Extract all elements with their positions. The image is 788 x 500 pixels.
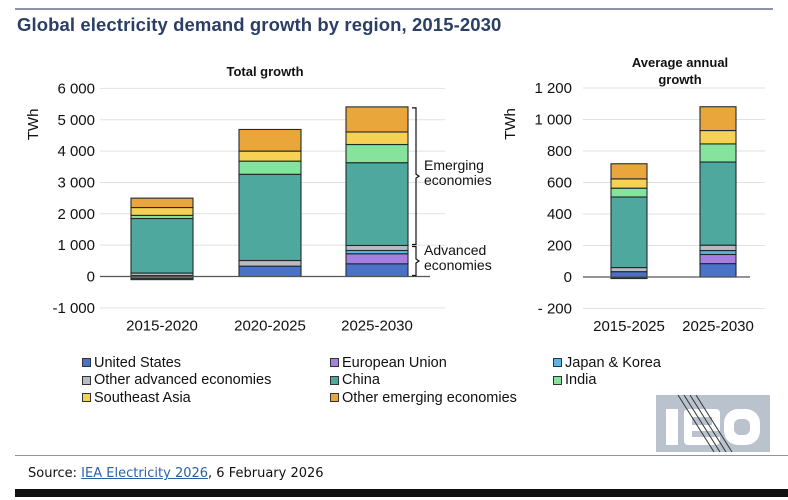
legend-item: China [330, 372, 380, 389]
panel-title: Average annual [632, 55, 728, 70]
bar-segment-southeast-asia [130, 206, 194, 216]
y-tick-label: 3 000 [57, 174, 95, 191]
legend-label: Japan & Korea [565, 354, 661, 371]
y-tick-label: 1 000 [534, 112, 572, 129]
bar-segment-china [130, 217, 194, 274]
y-tick-label: 2 000 [57, 206, 95, 223]
source-suffix: , 6 February 2026 [208, 466, 324, 481]
legend-item: Other advanced economies [82, 372, 271, 389]
y-tick-label: -1 000 [52, 300, 95, 317]
iea-logo [656, 395, 770, 452]
y-tick-label: - 200 [538, 301, 572, 318]
y-tick-label: 6 000 [57, 80, 95, 97]
y-tick-label: 400 [547, 206, 572, 223]
source-note: Source: IEA Electricity 2026, 6 February… [28, 466, 324, 481]
legend-label: China [342, 372, 380, 388]
bar-segment-united-states [699, 263, 737, 278]
legend-swatch [553, 375, 562, 385]
legend-item: European Union [330, 354, 447, 371]
legend-label: India [565, 372, 597, 388]
x-tick-label: 2025-2030 [682, 318, 754, 335]
bar-segment-other-emerging-economies [130, 197, 194, 209]
bar-segment-southeast-asia [345, 131, 409, 146]
y-tick-label: 4 000 [57, 143, 95, 160]
bar-segment-china [699, 161, 737, 246]
legend-label: European Union [342, 354, 447, 371]
bar-segment-united-states [238, 265, 302, 278]
bar-segment-other-emerging-economies [238, 128, 302, 152]
annotation-label: economies [424, 172, 492, 188]
source-rule [15, 455, 788, 456]
x-tick-label: 2020-2025 [234, 318, 306, 335]
legend-label: Other advanced economies [94, 372, 272, 388]
bar-segment-china [238, 173, 302, 262]
bar-segment-india [699, 143, 737, 163]
annotation-label: economies [424, 257, 492, 273]
y-tick-label: 5 000 [57, 112, 95, 129]
top-rule [15, 8, 773, 10]
y-axis-label: TWh [502, 108, 519, 140]
legend-item: India [553, 372, 596, 389]
bar-segment-other-emerging-economies [610, 163, 648, 180]
bar-segment-japan-korea [610, 277, 648, 280]
y-tick-label: 0 [87, 269, 95, 286]
bar-segment-other-advanced-economies [238, 259, 302, 267]
x-tick-label: 2015-2020 [126, 318, 198, 335]
bar-segment-southeast-asia [610, 178, 648, 189]
bar-segment-china [345, 162, 409, 247]
legend-swatch [82, 393, 91, 402]
bar-segment-other-emerging-economies [699, 106, 737, 132]
y-tick-label: 1 200 [534, 80, 572, 97]
bar-segment-japan-korea [699, 249, 737, 256]
legend-item: Southeast Asia [82, 389, 191, 406]
y-axis-label: TWh [25, 109, 42, 141]
bar-segment-european-union [345, 253, 409, 265]
bar-segment-japan-korea [130, 277, 194, 281]
legend-label: Southeast Asia [94, 389, 191, 406]
x-tick-label: 2025-2030 [341, 318, 413, 335]
legend-swatch [82, 375, 91, 385]
legend-label: United States [94, 354, 182, 371]
annotation-label: Emerging [424, 157, 484, 173]
iea-logo-icon [666, 395, 760, 452]
source-prefix: Source: [28, 466, 82, 481]
legend-label: Other emerging economies [342, 389, 517, 406]
legend-swatch [330, 375, 339, 385]
bar-segment-united-states [610, 271, 648, 278]
panel-title: Total growth [226, 64, 303, 79]
source-link[interactable]: IEA Electricity 2026 [81, 466, 209, 481]
y-tick-label: 600 [547, 175, 572, 192]
legend-item: United States [82, 354, 181, 371]
bottom-bar [15, 489, 788, 497]
bar-segment-other-advanced-economies [610, 266, 648, 273]
y-tick-label: 1 000 [57, 237, 95, 254]
annotation-label: Advanced [424, 242, 486, 258]
bar-segment-china [610, 196, 648, 269]
panel-title: growth [658, 72, 701, 87]
bar-segment-united-states [345, 263, 409, 278]
legend-swatch [82, 358, 91, 367]
bar-segment-india [238, 160, 302, 175]
y-tick-label: 800 [547, 143, 572, 160]
x-tick-label: 2015-2025 [593, 318, 665, 335]
bar-segment-other-emerging-economies [345, 106, 409, 133]
bar-segment-india [610, 187, 648, 198]
annotation-brace [412, 107, 421, 246]
bar-segment-other-advanced-economies [699, 244, 737, 252]
bar-segment-european-union [699, 253, 737, 265]
legend-swatch [330, 393, 339, 402]
chart-area: -1 000 0 1 000 2 000 3 000 4 000 5 000 6 000 TWh… [25, 55, 765, 335]
bar-segment-southeast-asia [699, 129, 737, 145]
y-tick-label: 200 [547, 238, 572, 255]
page-title: Global electricity demand growth by regi… [17, 14, 502, 35]
legend-swatch [330, 358, 339, 367]
annotation-brace [412, 245, 421, 277]
bar-segment-other-advanced-economies [345, 244, 409, 252]
y-tick-label: 0 [564, 269, 572, 286]
legend-swatch [553, 358, 562, 367]
bar-segment-india [345, 143, 409, 164]
bar-segment-southeast-asia [238, 150, 302, 162]
legend-item: Japan & Korea [553, 354, 661, 371]
legend-item: Other emerging economies [330, 389, 517, 406]
